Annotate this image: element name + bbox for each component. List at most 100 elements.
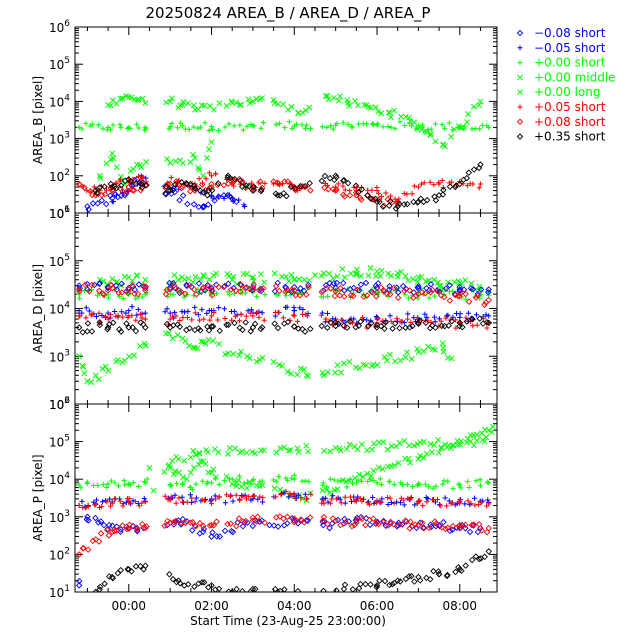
data-point	[358, 515, 366, 523]
data-point	[341, 515, 348, 523]
data-point	[84, 546, 92, 553]
data-point	[260, 119, 266, 126]
data-point	[411, 183, 417, 189]
data-point	[485, 289, 492, 296]
data-point	[332, 319, 339, 326]
data-point	[132, 563, 140, 570]
data-point	[96, 319, 103, 326]
data-point	[205, 469, 212, 476]
data-point	[195, 203, 202, 211]
data-point	[117, 177, 124, 183]
series-8	[92, 161, 484, 212]
data-point	[236, 324, 243, 331]
data-point	[109, 574, 117, 582]
data-point	[372, 104, 379, 111]
data-point	[195, 280, 203, 287]
data-point	[229, 195, 235, 201]
data-point	[396, 324, 403, 332]
data-point	[98, 191, 106, 199]
data-point	[290, 518, 298, 526]
data-point	[373, 583, 380, 591]
legend-marker	[517, 60, 523, 66]
data-point	[349, 586, 357, 592]
data-point	[271, 320, 278, 327]
data-point	[351, 316, 357, 322]
data-point	[333, 186, 340, 193]
data-point	[276, 120, 282, 126]
data-point	[272, 282, 280, 290]
data-point	[407, 459, 414, 466]
data-point	[189, 317, 195, 323]
data-point	[94, 200, 101, 207]
data-point	[324, 484, 330, 490]
data-point	[139, 294, 145, 300]
data-point	[437, 503, 443, 509]
data-point	[130, 480, 136, 486]
data-point	[427, 280, 435, 288]
data-point	[472, 553, 480, 560]
data-point	[276, 361, 283, 368]
data-point	[432, 520, 440, 527]
data-point	[210, 466, 217, 473]
data-point	[457, 311, 463, 317]
data-point	[204, 310, 210, 316]
data-point	[236, 352, 243, 359]
data-point	[455, 278, 462, 284]
data-point	[301, 328, 309, 335]
data-point	[202, 120, 208, 126]
data-point	[446, 120, 452, 126]
data-point	[216, 340, 222, 347]
data-point	[271, 270, 278, 277]
data-point	[330, 94, 337, 101]
data-point	[335, 320, 342, 328]
data-point	[346, 192, 354, 199]
data-point	[222, 315, 228, 322]
data-point	[462, 521, 469, 528]
data-point	[478, 527, 485, 534]
data-point	[352, 498, 358, 504]
data-point	[232, 445, 239, 452]
data-point	[405, 277, 411, 284]
data-point	[187, 159, 194, 165]
data-point	[179, 183, 187, 191]
data-point	[306, 277, 313, 284]
data-point	[429, 497, 436, 503]
data-point	[470, 323, 476, 329]
data-point	[221, 195, 227, 202]
data-point	[137, 319, 144, 326]
data-point	[256, 314, 262, 321]
data-point	[137, 562, 144, 570]
data-point	[406, 525, 414, 532]
data-point	[305, 283, 312, 291]
data-point	[327, 500, 333, 506]
data-point	[150, 487, 157, 494]
data-point	[463, 318, 471, 325]
data-point	[248, 121, 254, 128]
series-7	[75, 513, 492, 558]
data-point	[399, 521, 406, 528]
data-point	[294, 371, 301, 378]
data-point	[233, 483, 240, 489]
data-point	[307, 325, 314, 333]
data-point	[474, 292, 482, 299]
data-point	[271, 485, 278, 492]
data-point	[242, 290, 248, 296]
data-point	[386, 283, 393, 290]
data-point	[379, 203, 387, 210]
data-point	[336, 292, 343, 299]
legend-label: +0.08 short	[534, 115, 606, 129]
data-point	[243, 449, 250, 456]
data-point	[475, 521, 483, 528]
data-point	[137, 311, 144, 317]
data-point	[428, 126, 434, 132]
data-point	[373, 293, 380, 300]
data-point	[208, 184, 215, 191]
data-point	[462, 290, 469, 298]
data-point	[167, 159, 174, 166]
data-point	[334, 120, 340, 127]
data-point	[417, 497, 423, 503]
data-point	[478, 499, 484, 505]
data-point	[261, 317, 267, 323]
data-point	[442, 126, 448, 132]
